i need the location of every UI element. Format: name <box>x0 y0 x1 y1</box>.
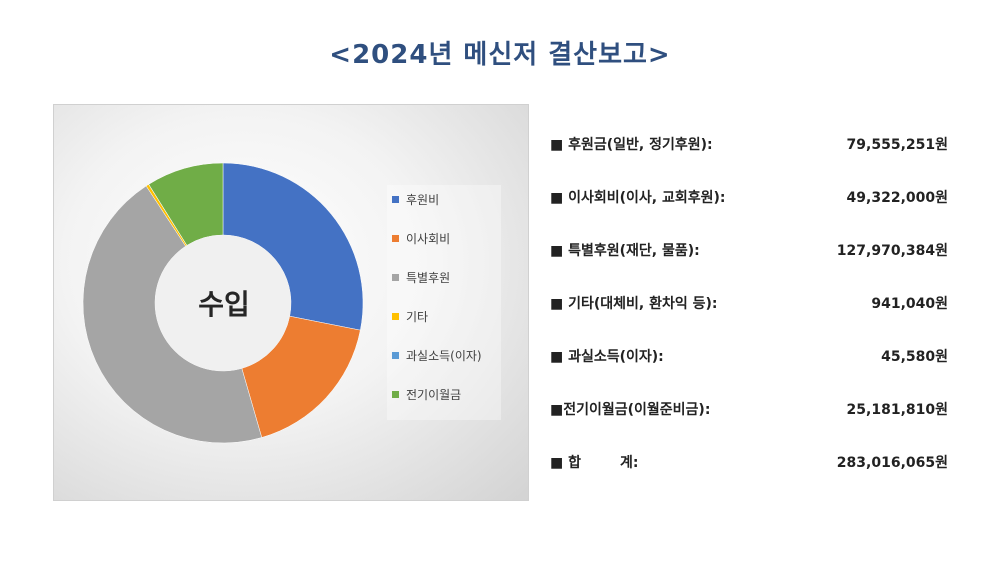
legend-item: 특별후원 <box>392 267 450 287</box>
donut-hole <box>155 235 291 371</box>
summary-label: ■ 과실소득(이자): <box>550 349 664 365</box>
summary-amount: 941,040원 <box>871 296 948 312</box>
legend-item: 이사회비 <box>392 228 450 248</box>
summary-row: ■ 합 계: 283,016,065원 <box>550 448 950 472</box>
legend-swatch <box>392 312 399 320</box>
legend-swatch <box>392 351 399 359</box>
donut-chart-panel: 수입 후원비 이사회비 특별후원 기타 과실소득(이자) 전기이월금 <box>53 104 529 501</box>
summary-label: ■ 후원금(일반, 정기후원): <box>550 137 713 153</box>
legend-item: 후원비 <box>392 189 439 209</box>
page-title: <2024년 메신저 결산보고> <box>329 40 671 70</box>
summary-row: ■ 특별후원(재단, 물품): 127,970,384원 <box>550 236 950 260</box>
summary-amount: 25,181,810원 <box>846 402 948 418</box>
summary-row: ■전기이월금(이월준비금): 25,181,810원 <box>550 395 950 419</box>
summary-label: ■전기이월금(이월준비금): <box>550 402 711 418</box>
legend-swatch <box>392 234 399 242</box>
legend-item: 기타 <box>392 306 428 326</box>
summary-row: ■ 이사회비(이사, 교회후원): 49,322,000원 <box>550 183 950 207</box>
summary-row: ■ 기타(대체비, 환차익 등): 941,040원 <box>550 289 950 313</box>
legend-label: 특별후원 <box>406 270 451 285</box>
summary-amount: 45,580원 <box>881 349 948 365</box>
summary-label: ■ 기타(대체비, 환차익 등): <box>550 296 718 312</box>
summary-label: ■ 합 계: <box>550 455 639 471</box>
legend-label: 이사회비 <box>406 231 451 246</box>
chart-center-label: 수입 <box>198 288 250 321</box>
legend-swatch <box>392 195 399 203</box>
summary-row: ■ 후원금(일반, 정기후원): 79,555,251원 <box>550 130 950 154</box>
summary-label: ■ 이사회비(이사, 교회후원): <box>550 190 726 206</box>
summary-amount: 49,322,000원 <box>846 190 948 206</box>
legend-label: 전기이월금 <box>406 387 462 402</box>
legend-swatch <box>392 390 399 398</box>
summary-amount: 127,970,384원 <box>836 243 948 259</box>
summary-amount: 79,555,251원 <box>846 137 948 153</box>
legend-swatch <box>392 273 399 281</box>
legend-item: 전기이월금 <box>392 384 461 404</box>
legend-label: 기타 <box>406 309 429 324</box>
summary-label: ■ 특별후원(재단, 물품): <box>550 243 700 259</box>
summary-row: ■ 과실소득(이자): 45,580원 <box>550 342 950 366</box>
summary-amount: 283,016,065원 <box>836 455 948 471</box>
legend-label: 후원비 <box>406 192 440 207</box>
legend-label: 과실소득(이자) <box>406 348 482 363</box>
chart-legend: 후원비 이사회비 특별후원 기타 과실소득(이자) 전기이월금 <box>387 185 501 420</box>
legend-item: 과실소득(이자) <box>392 345 482 365</box>
donut-chart <box>82 162 364 444</box>
